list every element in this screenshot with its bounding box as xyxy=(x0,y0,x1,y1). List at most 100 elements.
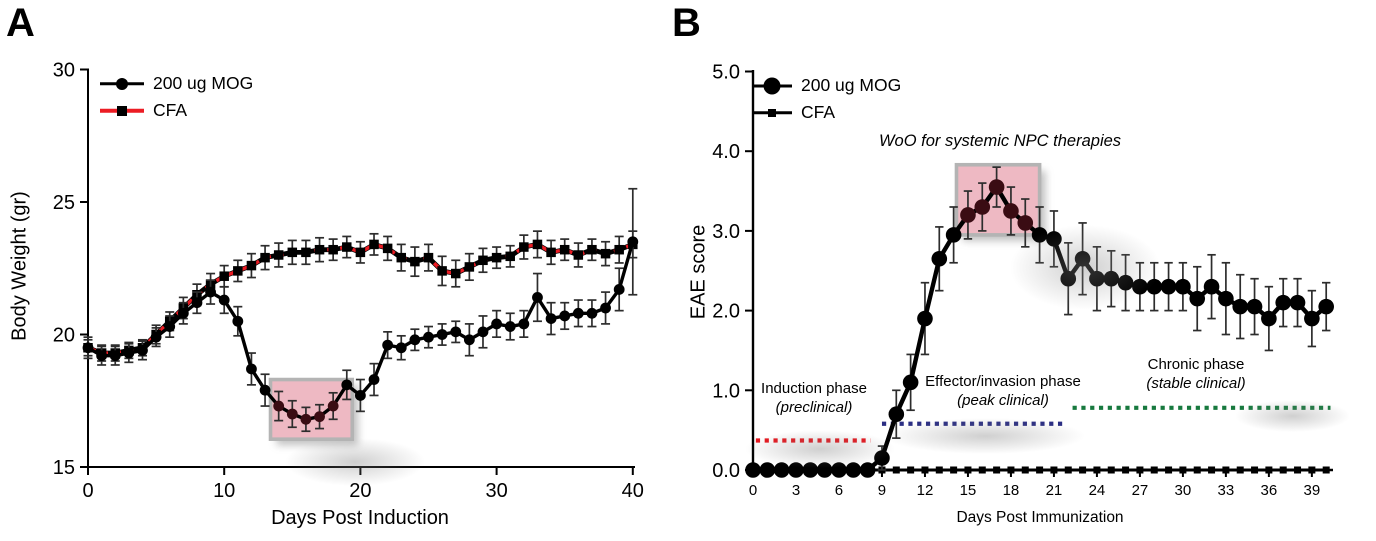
svg-text:30: 30 xyxy=(485,480,507,502)
data-point xyxy=(300,413,312,425)
data-point xyxy=(1136,466,1144,474)
data-point xyxy=(1050,466,1058,474)
data-point xyxy=(586,307,598,319)
data-point xyxy=(82,342,94,354)
data-point xyxy=(246,363,257,375)
data-point xyxy=(546,247,556,258)
legend-label-mog: 200 ug MOG xyxy=(153,73,254,93)
data-point xyxy=(917,310,933,327)
data-point xyxy=(1279,466,1287,474)
data-point xyxy=(573,250,584,260)
legend-label-cfa: CFA xyxy=(801,102,836,122)
therapy-window-annotation: WoO for systemic NPC therapies xyxy=(878,132,1122,150)
svg-text:39: 39 xyxy=(1304,482,1321,499)
data-point xyxy=(246,260,257,271)
data-point xyxy=(888,406,905,423)
data-point xyxy=(874,450,890,466)
data-point xyxy=(355,247,366,258)
panel-b-plot: 0.01.02.03.04.05.00 3 6 9 12 15 18 21 24 27 30 33 36… xyxy=(712,62,1334,499)
panel-a-plot: 15 20 25 30 0 10 20 30 40 xyxy=(53,60,644,503)
data-point xyxy=(1036,466,1044,474)
data-point xyxy=(205,286,216,298)
data-point xyxy=(1251,466,1259,474)
data-point xyxy=(902,374,919,391)
data-point xyxy=(993,466,1001,474)
svg-text:27: 27 xyxy=(1132,482,1149,499)
legend-item-mog: 200 ug MOG xyxy=(752,72,901,99)
svg-text:5.0: 5.0 xyxy=(712,62,740,84)
legend-label-cfa: CFA xyxy=(153,100,188,120)
data-point xyxy=(286,408,298,420)
data-point xyxy=(1236,466,1244,474)
data-point xyxy=(614,244,624,255)
data-point xyxy=(232,315,244,327)
legend-label-mog: 200 ug MOG xyxy=(801,75,902,95)
data-point xyxy=(1165,466,1173,474)
data-point xyxy=(1021,466,1029,474)
data-point xyxy=(273,400,285,412)
data-point xyxy=(1046,231,1062,247)
data-point xyxy=(1265,466,1273,474)
data-point xyxy=(1289,294,1306,311)
series-cfa xyxy=(83,230,638,362)
phase-label-effector: Effector/invasion phase (peak clinical) xyxy=(925,372,1081,410)
data-point xyxy=(518,318,530,330)
data-point xyxy=(218,294,230,306)
data-point xyxy=(1017,215,1034,231)
phase-name: Induction phase xyxy=(761,380,867,397)
data-point xyxy=(600,302,611,314)
phase-subname: (peak clinical) xyxy=(957,392,1049,409)
data-point xyxy=(1103,270,1120,287)
data-point xyxy=(123,347,135,359)
svg-text:36: 36 xyxy=(1261,482,1278,499)
data-point xyxy=(355,390,366,401)
data-point xyxy=(831,462,847,478)
svg-text:20: 20 xyxy=(53,325,75,347)
data-point xyxy=(613,284,625,295)
data-point xyxy=(150,331,162,343)
data-point xyxy=(978,466,986,474)
data-point xyxy=(1246,298,1263,315)
phase-label-induction: Induction phase (preclinical) xyxy=(761,379,867,417)
panel-a-legend: 200 ug MOG CFA xyxy=(100,70,253,124)
circle-line-marker-icon xyxy=(100,75,144,93)
data-point xyxy=(396,252,407,263)
data-point xyxy=(491,252,502,263)
data-point xyxy=(1132,278,1148,295)
data-point xyxy=(859,462,876,478)
data-point xyxy=(627,236,639,248)
y-tick-labels: 0.0 1.0 2.0 3.0 4.0 5.0 xyxy=(712,62,753,482)
data-point xyxy=(1117,274,1134,291)
phase-subname: (stable clinical) xyxy=(1146,375,1246,392)
data-point xyxy=(1232,298,1249,315)
legend-item-cfa: CFA xyxy=(100,97,253,124)
data-point xyxy=(478,255,488,266)
panel-b-label: B xyxy=(672,1,701,45)
data-point xyxy=(1308,466,1316,474)
data-point xyxy=(1318,298,1334,315)
data-point xyxy=(1031,227,1048,243)
data-point xyxy=(988,179,1005,195)
data-point xyxy=(773,462,790,478)
data-point xyxy=(450,326,462,338)
data-point xyxy=(464,262,475,272)
data-point xyxy=(1074,250,1091,267)
data-point xyxy=(1222,466,1230,474)
data-point xyxy=(519,242,529,252)
panel-b-legend: 200 ug MOG CFA xyxy=(752,72,901,126)
data-point xyxy=(1261,310,1277,327)
y-tick-labels: 15 20 25 30 xyxy=(53,60,88,479)
data-point xyxy=(545,313,557,324)
data-point xyxy=(177,307,189,319)
data-point xyxy=(1064,466,1072,474)
data-point xyxy=(600,248,611,259)
data-point xyxy=(935,466,943,474)
data-point xyxy=(287,247,298,258)
data-point xyxy=(505,251,515,262)
data-point xyxy=(410,256,420,267)
svg-text:10: 10 xyxy=(213,480,235,502)
data-point xyxy=(1122,466,1130,474)
legend-item-mog: 200 ug MOG xyxy=(100,70,253,97)
data-point xyxy=(1079,466,1087,474)
data-point xyxy=(341,379,353,391)
